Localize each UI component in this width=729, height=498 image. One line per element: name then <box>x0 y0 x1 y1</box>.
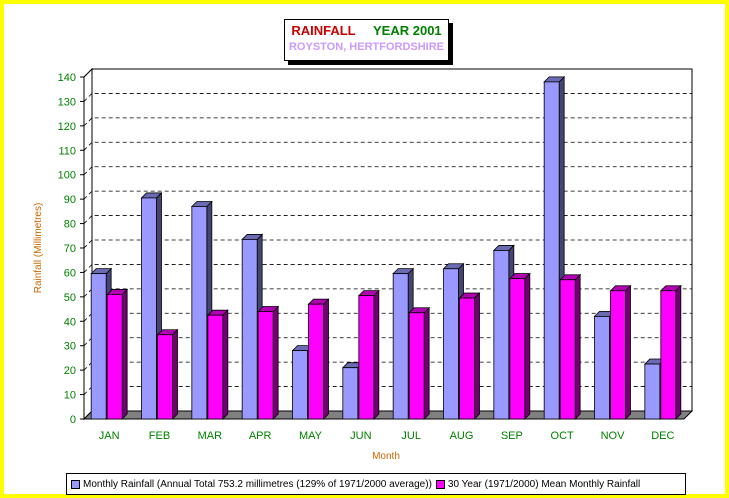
bar-monthly-jul <box>392 273 409 420</box>
bar-monthly-jun <box>342 367 359 420</box>
x-tick-label-jun: JUN <box>350 430 371 442</box>
bar-mean-may <box>308 303 324 420</box>
gridline <box>83 141 692 151</box>
gridline <box>83 190 692 200</box>
bar-side-mean <box>121 288 128 420</box>
y-tick-label: 0 <box>70 414 76 426</box>
gridline <box>83 215 692 224</box>
chart-title-year: YEAR 2001 <box>373 23 442 38</box>
y-tick-label: 30 <box>64 341 76 353</box>
bar-side-mean <box>524 272 531 420</box>
bar-mean-jul <box>408 312 425 420</box>
gridline <box>83 68 692 78</box>
legend-swatch-mean <box>435 479 445 489</box>
gridline <box>83 166 692 175</box>
x-axis-title: Month <box>372 451 400 462</box>
gridline <box>83 117 692 127</box>
x-tick-label-aug: AUG <box>450 430 474 442</box>
bar-side-mean <box>222 309 229 420</box>
bar-monthly-sep <box>493 250 510 420</box>
bar-mean-oct <box>559 279 576 420</box>
gridline <box>83 312 692 322</box>
bar-side-mean <box>625 284 631 420</box>
bar-mean-jan <box>106 294 123 420</box>
bar-mean-feb <box>157 334 173 420</box>
bar-monthly-jan <box>90 273 107 420</box>
chart-title-box: RAINFALL YEAR 2001 ROYSTON, HERTFORDSHIR… <box>284 19 449 61</box>
bar-monthly-aug <box>443 268 459 420</box>
y-tick-label: 100 <box>58 170 76 182</box>
y-axis-title: Rainfall (Millimetres) <box>33 203 44 294</box>
gridline <box>83 386 692 395</box>
gridline <box>83 288 692 298</box>
bar-mean-dec <box>660 290 677 420</box>
legend-item-monthly: Monthly Rainfall (Annual Total 753.2 mil… <box>71 479 432 490</box>
bar-monthly-may <box>292 350 308 420</box>
y-tick-label: 80 <box>64 219 76 231</box>
bar-monthly-dec <box>644 363 661 420</box>
x-tick-label-may: MAY <box>299 430 323 442</box>
bar-mean-nov <box>610 290 626 420</box>
y-tick-label: 10 <box>64 390 76 402</box>
x-tick-label-oct: OCT <box>551 430 575 442</box>
bar-mean-apr <box>257 311 274 420</box>
x-tick-label-apr: APR <box>249 430 272 442</box>
bar-side-mean <box>423 306 430 420</box>
bar-mean-sep <box>509 278 526 420</box>
bar-side-mean <box>474 292 480 420</box>
y-tick-label: 20 <box>64 365 76 377</box>
bar-side-mean <box>272 305 279 420</box>
chart-subtitle: ROYSTON, HERTFORDSHIRE <box>288 41 445 53</box>
bar-side-mean <box>574 273 581 420</box>
y-tick-label: 40 <box>64 316 76 328</box>
y-tick-label: 120 <box>58 121 76 133</box>
legend: Monthly Rainfall (Annual Total 753.2 mil… <box>66 473 686 495</box>
y-tick-label: 60 <box>64 267 76 279</box>
y-tick-label: 110 <box>58 145 76 157</box>
x-tick-label-jul: JUL <box>401 430 421 442</box>
y-tick-label: 70 <box>64 243 76 255</box>
bar-side-mean <box>172 328 178 420</box>
bar-side-mean <box>675 284 682 420</box>
x-tick-label-sep: SEP <box>501 430 523 442</box>
gridline <box>83 361 692 371</box>
x-tick-label-dec: DEC <box>651 430 674 442</box>
x-tick-label-jan: JAN <box>99 430 120 442</box>
bar-monthly-apr <box>241 239 258 420</box>
bar-monthly-mar <box>191 206 208 420</box>
gridline <box>83 337 692 346</box>
bar-mean-mar <box>207 314 224 420</box>
bar-monthly-oct <box>543 81 560 420</box>
gridline <box>83 239 692 249</box>
bar-mean-jun <box>358 295 375 420</box>
bar-side-mean <box>323 298 329 420</box>
y-tick-label: 140 <box>58 72 76 84</box>
y-tick-label: 90 <box>64 194 76 206</box>
legend-label-monthly: Monthly Rainfall (Annual Total 753.2 mil… <box>83 478 432 490</box>
bar-mean-aug <box>459 297 475 420</box>
chart-plot: 0 10 20 30 40 50 60 70 80 90 100 110 120 130 140 JAN FEB… <box>33 67 694 462</box>
y-tick-label: 50 <box>64 292 76 304</box>
gridline <box>83 93 692 102</box>
x-tick-label-nov: NOV <box>601 430 626 442</box>
chart-title: RAINFALL <box>291 23 356 38</box>
legend-swatch-monthly <box>71 479 80 489</box>
x-tick-label-feb: FEB <box>149 430 170 442</box>
gridline <box>83 264 692 273</box>
bar-monthly-nov <box>594 315 610 420</box>
legend-item-mean: 30 Year (1971/2000) Mean Monthly Rainfal… <box>435 478 641 490</box>
bar-side-mean <box>373 289 380 420</box>
x-tick-label-mar: MAR <box>198 430 223 442</box>
bar-monthly-feb <box>141 197 157 420</box>
y-tick-label: 130 <box>58 96 76 108</box>
legend-label-mean: 30 Year (1971/2000) Mean Monthly Rainfal… <box>447 478 641 490</box>
